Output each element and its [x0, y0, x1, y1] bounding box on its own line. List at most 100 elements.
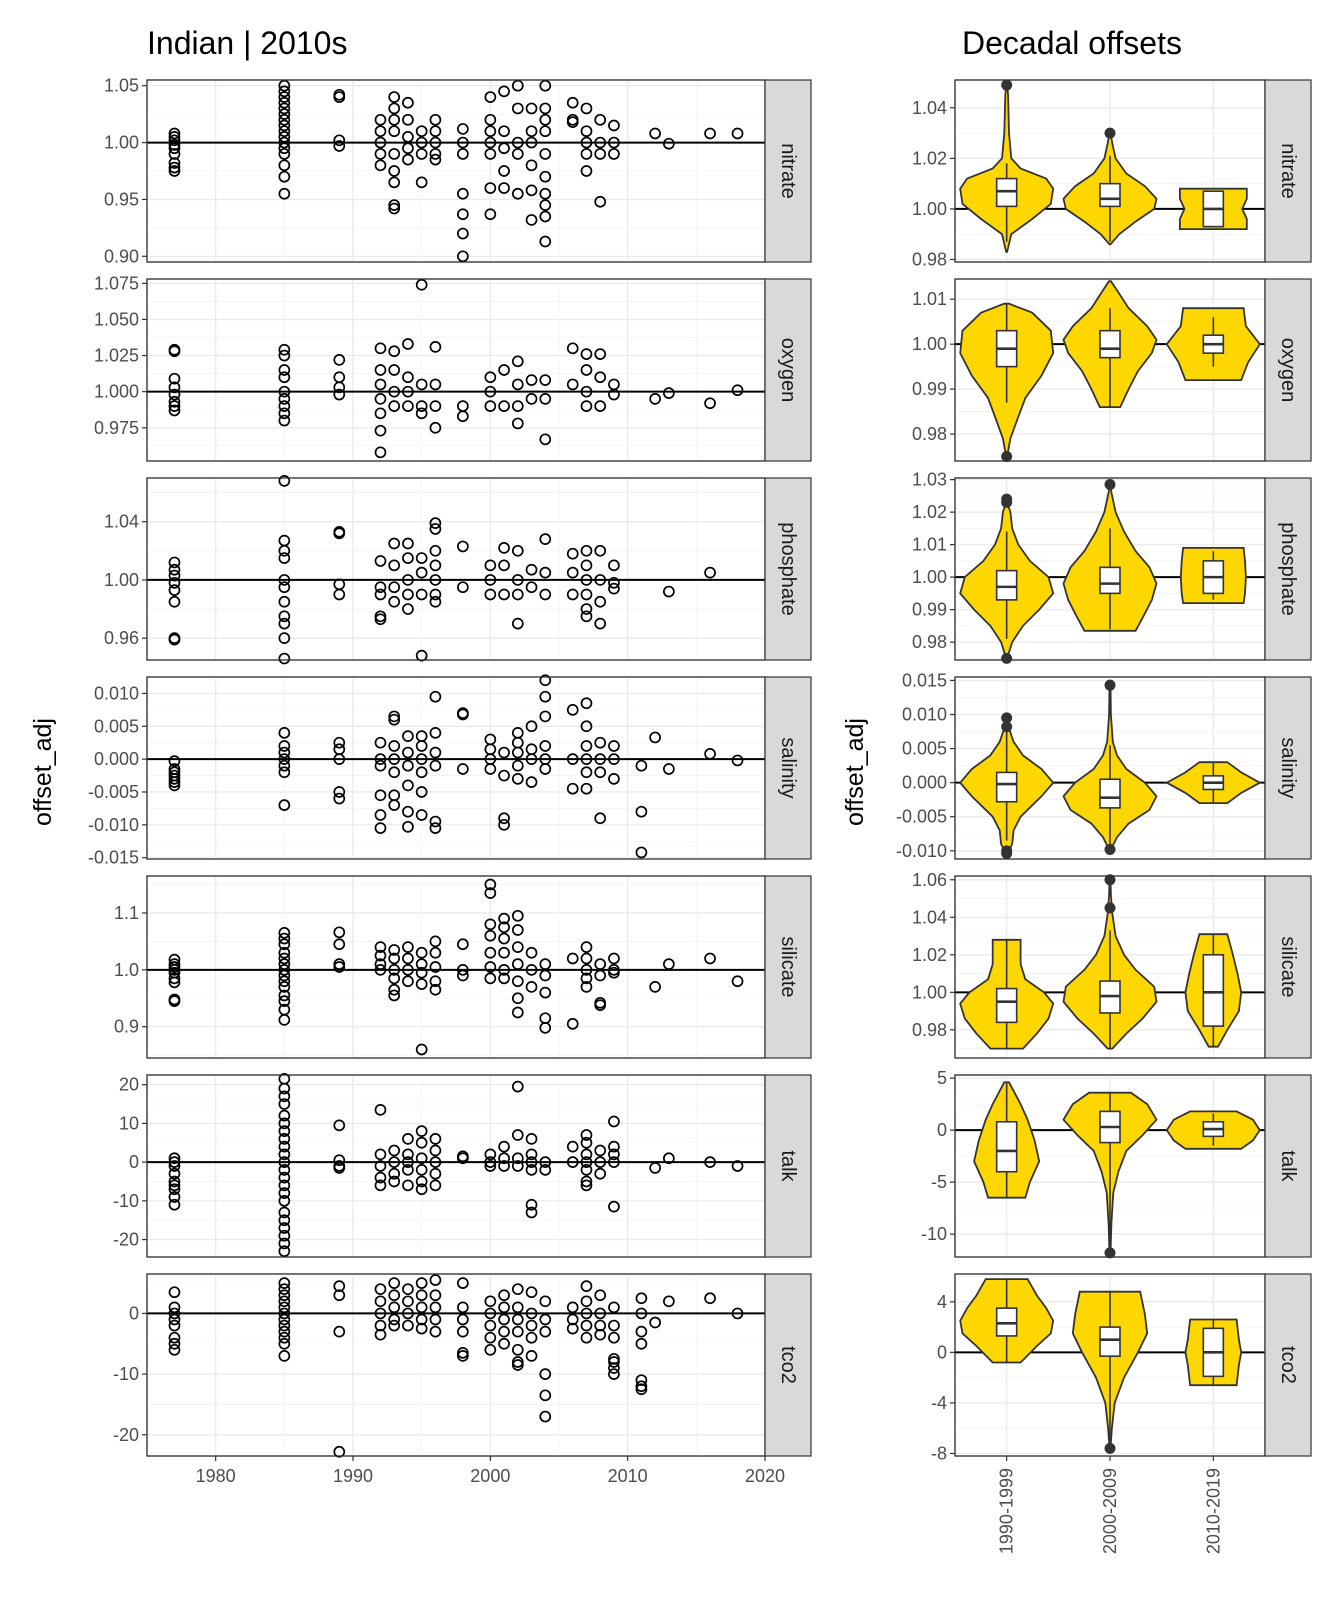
data-point [168, 134, 181, 147]
data-point [525, 563, 538, 576]
data-point [580, 1295, 593, 1308]
y-tick-label: 1.02 [912, 148, 947, 168]
data-point [594, 1319, 607, 1332]
data-point [539, 210, 552, 223]
data-point [374, 1148, 387, 1161]
y-tick-label: -10 [113, 1191, 139, 1211]
data-point [484, 1331, 497, 1344]
data-point [415, 1175, 428, 1188]
data-point [333, 753, 346, 765]
data-point [402, 603, 414, 615]
data-point [278, 995, 291, 1007]
data-point [484, 385, 497, 398]
data-point [278, 1283, 291, 1296]
data-point [566, 116, 579, 128]
data-point [278, 969, 291, 982]
data-point [429, 148, 442, 160]
data-point [580, 400, 593, 412]
data-point [525, 776, 538, 788]
data-point [168, 345, 181, 358]
data-point [278, 113, 291, 126]
y-tick-label: -10 [921, 1224, 947, 1244]
data-point [168, 584, 181, 596]
data-point [539, 235, 552, 248]
data-point [511, 975, 524, 988]
data-point [484, 1319, 497, 1332]
data-point [333, 140, 346, 152]
strip-label: oxygen [1277, 338, 1299, 403]
data-point [402, 1133, 414, 1145]
data-point [608, 966, 620, 979]
data-point [566, 566, 579, 579]
data-point [278, 938, 291, 951]
data-point [278, 400, 291, 412]
data-point [580, 574, 593, 586]
data-point [429, 595, 442, 608]
data-point [168, 157, 181, 169]
data-point [539, 1022, 552, 1034]
data-point [278, 1125, 291, 1137]
data-point [278, 799, 291, 811]
data-point [278, 102, 291, 115]
data-point [484, 91, 497, 103]
boxplot-box [995, 1121, 1018, 1173]
y-tick-label: 1.05 [104, 76, 139, 96]
data-point [374, 613, 387, 626]
scatter-strip-oxygen [764, 278, 812, 462]
data-point [278, 187, 291, 200]
data-point [511, 941, 524, 953]
data-point [511, 400, 524, 412]
data-point [278, 1187, 291, 1199]
data-point [498, 1313, 510, 1326]
data-point [498, 972, 510, 985]
data-point [731, 754, 744, 767]
data-point [278, 1331, 291, 1344]
data-point [278, 726, 291, 739]
scatter-facet-silicate: 0.9 1.0 1.1 silicate [114, 875, 812, 1059]
data-point [429, 544, 442, 557]
data-point [608, 952, 620, 965]
data-point [704, 1292, 716, 1305]
data-point [415, 1164, 428, 1176]
strip-label: salinity [777, 737, 799, 798]
y-tick-label: 0.96 [104, 628, 139, 648]
data-point [580, 740, 593, 752]
outlier-point [1001, 451, 1013, 463]
data-point [498, 1140, 510, 1153]
data-point [511, 355, 524, 368]
data-point [580, 753, 593, 765]
data-point [635, 1325, 648, 1338]
data-point [388, 799, 401, 811]
data-point [594, 595, 607, 608]
data-point [374, 159, 387, 172]
data-point [566, 96, 579, 109]
data-point [374, 1295, 387, 1308]
data-point [594, 544, 607, 557]
data-point [374, 941, 387, 953]
data-point [415, 753, 428, 765]
data-point [731, 127, 744, 140]
data-point [374, 1307, 387, 1320]
data-point [649, 1162, 661, 1174]
data-point [649, 731, 661, 744]
data-point [429, 113, 442, 126]
data-point [525, 1148, 538, 1161]
data-point [663, 1152, 675, 1165]
data-point [663, 137, 675, 150]
data-point [278, 927, 291, 939]
data-point [374, 588, 387, 601]
data-point [457, 540, 469, 553]
data-point [539, 763, 552, 775]
data-point [168, 772, 181, 785]
data-point [525, 136, 538, 149]
data-point [539, 393, 552, 405]
data-point [511, 992, 524, 1005]
data-point [415, 125, 428, 138]
data-point [388, 710, 401, 723]
data-point [415, 1301, 428, 1314]
data-point [278, 119, 291, 132]
y-tick-label: -5 [931, 1172, 947, 1192]
data-point [333, 134, 346, 147]
data-point [429, 517, 442, 529]
data-point [580, 1156, 593, 1168]
